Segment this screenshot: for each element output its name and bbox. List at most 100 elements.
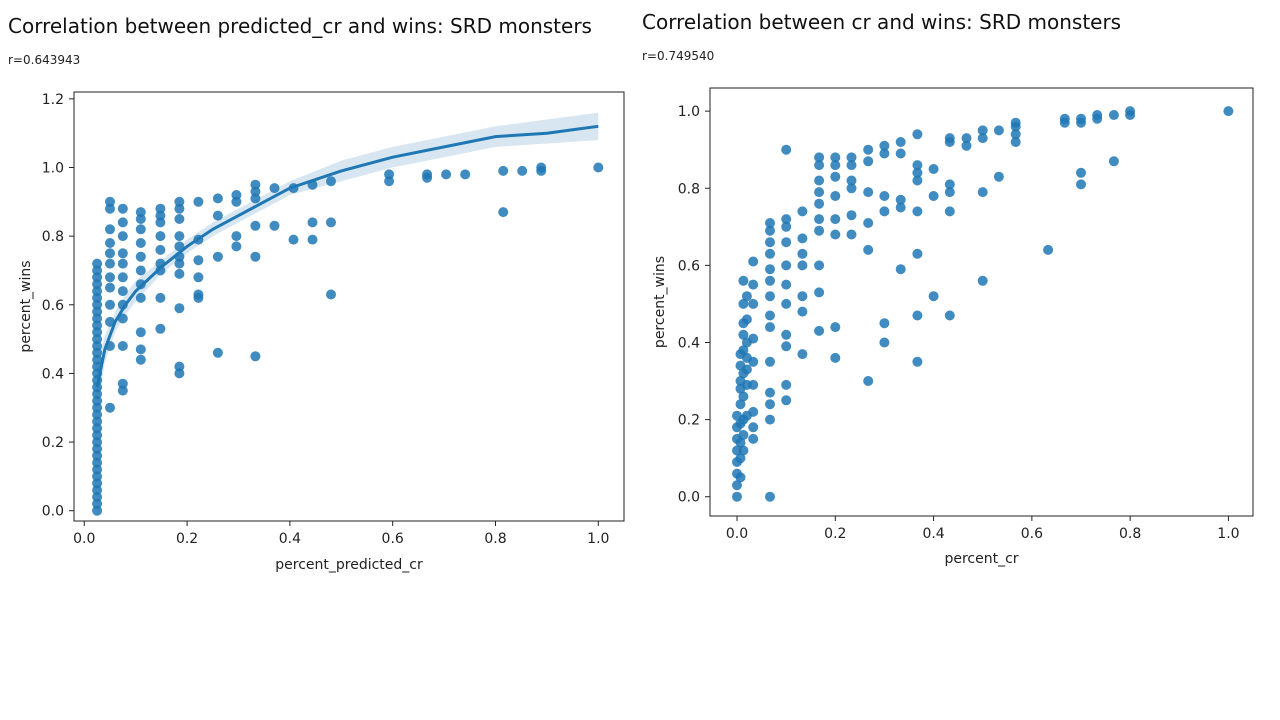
data-point [765, 264, 775, 275]
data-point [231, 241, 242, 252]
data-point [460, 169, 471, 180]
x-axis-label: percent_cr [944, 551, 1018, 567]
data-point [105, 203, 115, 214]
data-point [174, 303, 185, 314]
data-point [231, 190, 242, 200]
data-point [830, 229, 841, 240]
data-point [863, 244, 874, 255]
data-point [135, 207, 146, 218]
data-point [846, 183, 857, 194]
data-point [117, 385, 128, 396]
data-point [765, 275, 775, 286]
data-point [135, 292, 146, 303]
data-point [517, 165, 528, 176]
data-point [912, 356, 923, 367]
data-point [781, 379, 792, 390]
data-point [117, 217, 128, 228]
data-point [765, 225, 775, 236]
data-point [92, 265, 103, 276]
data-point [863, 187, 874, 198]
data-point [814, 325, 825, 336]
data-point [944, 133, 955, 144]
data-point [135, 327, 146, 338]
confidence-band [97, 112, 599, 408]
data-point [250, 179, 261, 190]
data-point [1076, 167, 1086, 178]
data-point [117, 258, 128, 269]
plot-frame [73, 91, 625, 522]
y-tick-label: 0.4 [42, 366, 64, 382]
data-point [105, 316, 115, 327]
data-point [117, 378, 128, 389]
data-point [879, 206, 890, 217]
data-point [155, 323, 166, 334]
data-point [741, 314, 752, 325]
data-point [961, 133, 972, 144]
data-point [814, 187, 825, 198]
data-point [765, 248, 775, 259]
regression-line [95, 124, 599, 388]
data-point [92, 341, 103, 351]
y-axis-label: percent_wins [18, 260, 34, 352]
data-point [895, 202, 906, 213]
data-point [105, 238, 115, 248]
data-point [212, 210, 223, 221]
data-point [117, 231, 128, 242]
data-point [536, 162, 547, 173]
data-point [1043, 244, 1054, 255]
data-point [863, 144, 874, 155]
data-point [92, 457, 103, 468]
data-point [748, 406, 759, 417]
data-point [928, 291, 939, 302]
data-point [748, 333, 759, 344]
y-tick-label: 1.0 [42, 161, 64, 177]
data-point [797, 206, 808, 217]
data-point [1010, 117, 1021, 128]
data-point [928, 191, 939, 201]
y-tick-label: 1.2 [42, 92, 64, 108]
data-point [92, 258, 103, 269]
data-point [105, 224, 115, 235]
chart-0-svg: 0.0 0.2 0.4 0.6 0.8 1.0 0.0 0.2 0.4 0.6 0.8 1.0 1.2 p… [18, 91, 625, 573]
data-point [193, 255, 204, 266]
data-point [1223, 106, 1234, 117]
data-point [765, 399, 775, 410]
data-point [863, 376, 874, 386]
data-point [814, 225, 825, 236]
left-chart-panel: Correlation between predicted_cr and win… [0, 0, 640, 600]
data-point [781, 221, 792, 232]
data-point [781, 144, 792, 155]
data-point [738, 345, 749, 356]
data-point [993, 125, 1004, 136]
data-point [895, 264, 906, 275]
data-point [422, 169, 433, 180]
data-point [863, 218, 874, 228]
y-tick-label: 0.6 [678, 258, 700, 274]
data-point [92, 334, 103, 345]
data-point [797, 233, 808, 244]
data-point [174, 361, 185, 372]
data-point [307, 234, 318, 245]
data-point [993, 171, 1004, 182]
data-point [193, 196, 204, 207]
data-point [155, 210, 166, 221]
data-point [732, 480, 742, 491]
x-tick-label: 0.2 [824, 526, 846, 542]
data-point [1010, 137, 1021, 147]
data-point [441, 169, 452, 180]
data-point [738, 430, 749, 440]
data-point [781, 341, 792, 352]
data-point [174, 203, 185, 214]
y-tick-label: 0.2 [678, 413, 700, 429]
data-point [1076, 113, 1086, 124]
data-point [830, 152, 841, 163]
data-point [193, 289, 204, 300]
x-tick-label: 0.2 [176, 531, 198, 547]
data-point [288, 234, 299, 245]
data-point [912, 310, 923, 321]
data-point [814, 260, 825, 271]
x-axis-label: percent_predicted_cr [275, 557, 423, 573]
data-point [250, 251, 261, 262]
x-tick-label: 0.4 [922, 526, 944, 542]
data-point [1108, 156, 1119, 167]
